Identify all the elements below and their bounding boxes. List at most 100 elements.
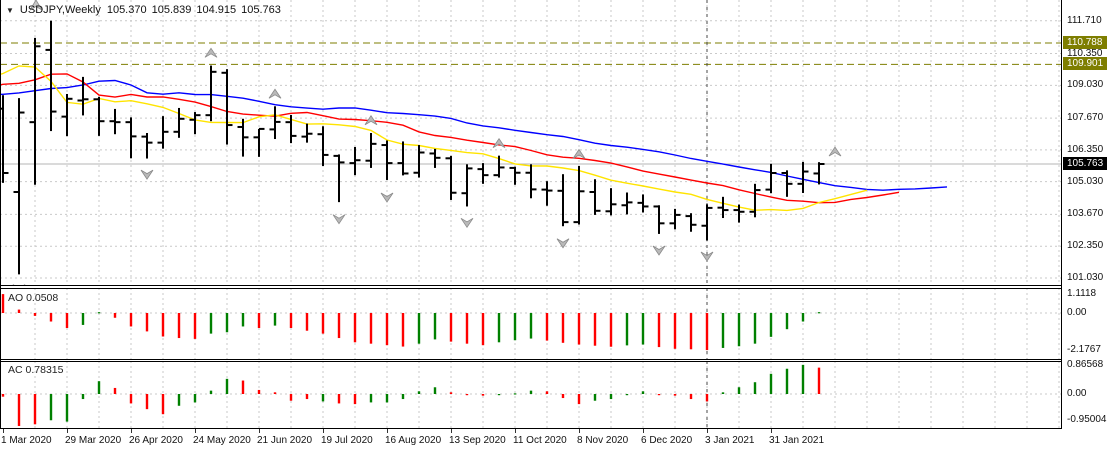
- price-axis-label: 107.670: [1067, 112, 1104, 124]
- fractal-arrows: [12, 47, 842, 286]
- time-axis-label: 8 Nov 2020: [577, 435, 629, 446]
- ao-bar: [497, 313, 501, 343]
- ohlc-bar: [493, 155, 505, 178]
- ac-bar: [593, 394, 597, 401]
- low-value: 104.915: [196, 4, 237, 16]
- ao-bar: [1, 294, 5, 313]
- ac-bar: [817, 367, 821, 394]
- ao-bar: [721, 313, 725, 348]
- ohlc-bar: [445, 155, 457, 200]
- ac-bar: [65, 394, 69, 422]
- ao-current-value: 0.0508: [26, 292, 59, 304]
- time-axis-label: 19 Jul 2020: [321, 435, 373, 446]
- ao-bar: [65, 313, 69, 328]
- price-axis-label: 101.030: [1067, 272, 1104, 283]
- ao-bar: [545, 313, 549, 341]
- ohlc-bar: [0, 95, 9, 183]
- ao-bar: [785, 313, 789, 330]
- ao-bar: [129, 313, 133, 327]
- ao-bar: [817, 312, 821, 314]
- price-axis-label: 102.350: [1067, 240, 1104, 252]
- fractal-up-icon: [492, 137, 506, 149]
- ac-bar: [769, 373, 773, 394]
- ohlc-bar: [141, 133, 153, 159]
- ac-bar: [161, 394, 165, 415]
- ao-bar: [561, 313, 565, 343]
- ao-bar: [161, 313, 165, 337]
- chart-ohlc-values: 105.370 105.839 104.915 105.763: [107, 4, 286, 16]
- ac-bar: [145, 394, 149, 410]
- indicator-axis-label: 0.86568: [1067, 358, 1104, 370]
- ac-bar: [785, 368, 789, 394]
- ac-bar: [721, 392, 725, 394]
- time-axis-tick: [195, 429, 196, 433]
- plot-right-border: [1061, 0, 1062, 429]
- indicator-axis-label: -0.95004: [1067, 414, 1107, 425]
- time-axis-tick: [3, 429, 4, 433]
- time-axis-label: 1 Mar 2020: [1, 435, 52, 446]
- ac-bar: [225, 378, 229, 394]
- ao-bar: [257, 313, 261, 328]
- time-axis-tick: [259, 429, 260, 433]
- panel-border: [0, 285, 1062, 286]
- ohlc-bar: [285, 114, 297, 144]
- ac-current-value: 0.78315: [25, 364, 64, 376]
- plot-left-border: [0, 0, 1, 429]
- ohlc-bar: [605, 188, 617, 216]
- time-axis[interactable]: 1 Mar 2020 29 Mar 2020 26 Apr 2020 24 May 2…: [0, 429, 1062, 450]
- ac-bar: [497, 394, 501, 396]
- fractal-down-icon: [652, 245, 666, 256]
- ao-bar: [209, 313, 213, 334]
- ohlc-bar: [701, 204, 713, 241]
- ac-bar: [385, 394, 389, 403]
- time-axis-label: 26 Apr 2020: [129, 435, 183, 446]
- ac-bar: [273, 392, 277, 394]
- ac-bar: [417, 391, 421, 394]
- ao-indicator-plot[interactable]: [0, 288, 1062, 360]
- ohlc-bar: [717, 196, 729, 219]
- ohlc-bar: [621, 192, 633, 215]
- high-value: 105.839: [151, 4, 192, 16]
- time-axis-tick: [131, 429, 132, 433]
- ao-bar: [241, 313, 245, 327]
- ohlc-bar: [77, 76, 89, 116]
- ao-bar: [177, 313, 181, 339]
- time-axis-tick: [579, 429, 580, 433]
- ao-bar: [17, 309, 21, 313]
- ohlc-bar: [109, 108, 121, 135]
- ac-bar: [657, 394, 661, 396]
- ohlc-bar: [237, 118, 249, 157]
- price-chart-plot[interactable]: [0, 0, 1062, 286]
- alligator-jaw-line: [0, 79, 948, 191]
- symbol-dropdown-icon[interactable]: ▼: [6, 5, 14, 15]
- ao-bar: [673, 313, 677, 349]
- price-axis-label: 109.030: [1067, 79, 1104, 91]
- ohlc-bar: [269, 106, 281, 140]
- mouse-cursor-icon: [29, 0, 43, 11]
- ao-bar: [353, 313, 357, 343]
- ac-bar: [801, 364, 805, 394]
- ohlc-bar: [397, 141, 409, 176]
- ao-bar: [145, 313, 149, 332]
- ohlc-bar: [797, 161, 809, 193]
- price-axis-label: 105.030: [1067, 175, 1104, 187]
- time-axis-label: 21 Jun 2020: [257, 435, 313, 446]
- ac-indicator-plot[interactable]: [0, 361, 1062, 428]
- fractal-up-icon: [204, 47, 218, 58]
- price-axis-label: 111.710: [1067, 14, 1102, 26]
- ao-bar: [193, 313, 197, 339]
- ohlc-bar: [733, 204, 745, 223]
- ohlc-bar: [429, 148, 441, 168]
- ac-bar: [561, 394, 565, 399]
- price-bars: [0, 20, 825, 275]
- price-axis-label: 110.350: [1067, 47, 1103, 59]
- ohlc-bar: [637, 194, 649, 213]
- ac-bar: [465, 394, 469, 396]
- time-axis-label: 16 Aug 2020: [385, 435, 442, 446]
- fractal-up-icon: [268, 88, 282, 99]
- price-axis[interactable]: 111.710 110.350 109.030 107.670 106.350 105.0…: [1062, 0, 1107, 450]
- ao-bar: [657, 313, 661, 348]
- ac-bar: [321, 394, 325, 402]
- ohlc-bar: [477, 163, 489, 184]
